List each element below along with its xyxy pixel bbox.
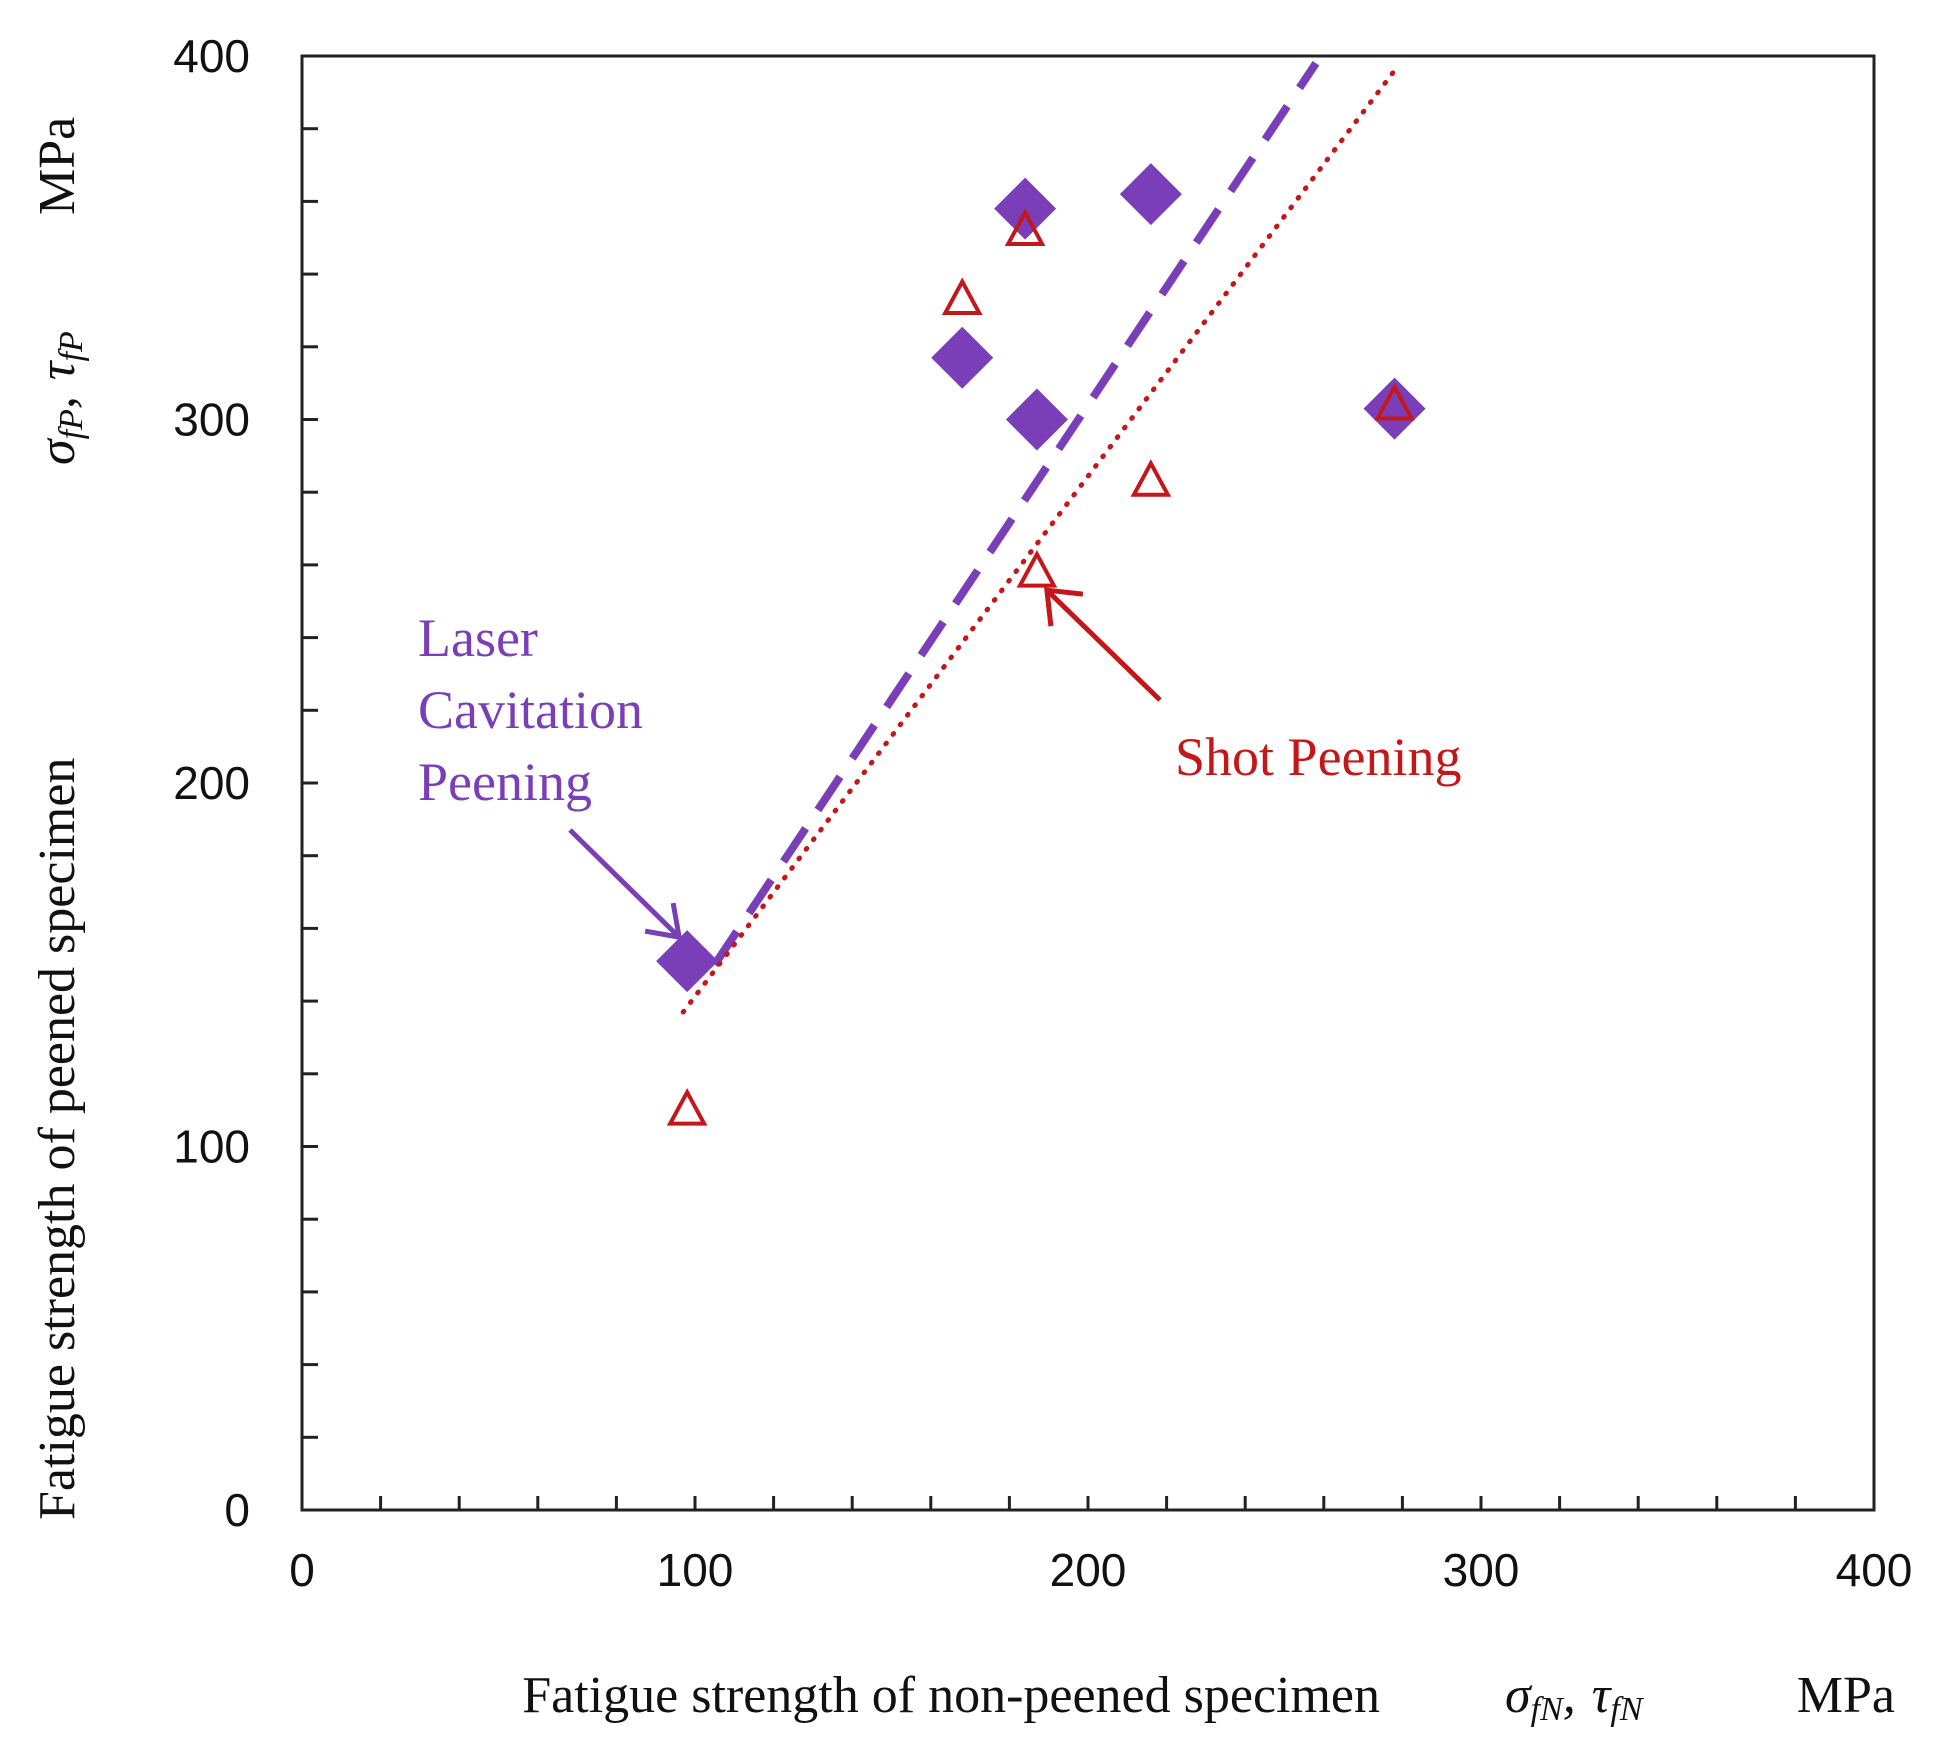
annotation-laser-cavitation-line-2: Peening — [418, 752, 592, 812]
sp-point-4 — [1130, 459, 1172, 497]
lcp-point-4 — [1119, 163, 1182, 226]
sp-point-0 — [666, 1087, 708, 1126]
x-tick-label-200: 200 — [1050, 1544, 1127, 1596]
x-tick-label-0: 0 — [289, 1544, 315, 1596]
sp-point-3 — [1016, 549, 1058, 588]
y-axis-symbols: σfP,τfP — [29, 331, 90, 465]
x-axis-unit: MPa — [1797, 1667, 1895, 1724]
annotation-laser-cavitation-line-0: Laser — [418, 608, 538, 668]
lcp-point-1 — [931, 326, 994, 389]
x-tick-label-100: 100 — [657, 1544, 734, 1596]
lcp-point-3 — [1005, 388, 1068, 451]
sp-point-2 — [1004, 208, 1046, 246]
sp-point-5 — [1374, 382, 1415, 421]
x-tick-label-400: 400 — [1836, 1544, 1913, 1596]
data-markers — [656, 163, 1426, 1126]
arrowhead-laser-cavitation — [644, 902, 683, 941]
y-tick-label-200: 200 — [173, 757, 250, 809]
x-tick-label-300: 300 — [1443, 1544, 1520, 1596]
tick-labels: 0 100 200 300 400 0 100 200 300 400 — [173, 30, 1912, 1596]
arrowhead-shot-peening — [1044, 587, 1084, 627]
fit-lines — [680, 61, 1398, 1015]
y-axis-label: Fatigue strength of peened specimen — [29, 758, 86, 1520]
y-tick-label-400: 400 — [173, 30, 250, 82]
lcp-point-5 — [1363, 377, 1426, 440]
lcp-point-0 — [656, 930, 719, 993]
sp-point-1 — [941, 277, 983, 316]
axis-ticks — [302, 127, 1797, 1510]
arrow-laser-cavitation — [568, 828, 681, 939]
y-tick-label-300: 300 — [173, 394, 250, 446]
y-axis-unit: MPa — [29, 117, 86, 215]
y-tick-label-100: 100 — [173, 1121, 250, 1173]
fit-line-laser-cavitation — [711, 61, 1320, 967]
fit-line-shot-peening — [680, 68, 1398, 1015]
y-tick-label-0: 0 — [224, 1484, 250, 1536]
x-axis-symbols: σfN, τfN — [1505, 1667, 1645, 1728]
annotation-shot-peening: Shot Peening — [1175, 727, 1462, 787]
arrow-shot-peening — [1045, 588, 1162, 702]
annotations: Laser Cavitation Peening Shot Peening — [418, 587, 1462, 941]
x-axis-label: Fatigue strength of non-peened specimen — [522, 1667, 1380, 1724]
annotation-laser-cavitation-line-1: Cavitation — [418, 680, 643, 740]
